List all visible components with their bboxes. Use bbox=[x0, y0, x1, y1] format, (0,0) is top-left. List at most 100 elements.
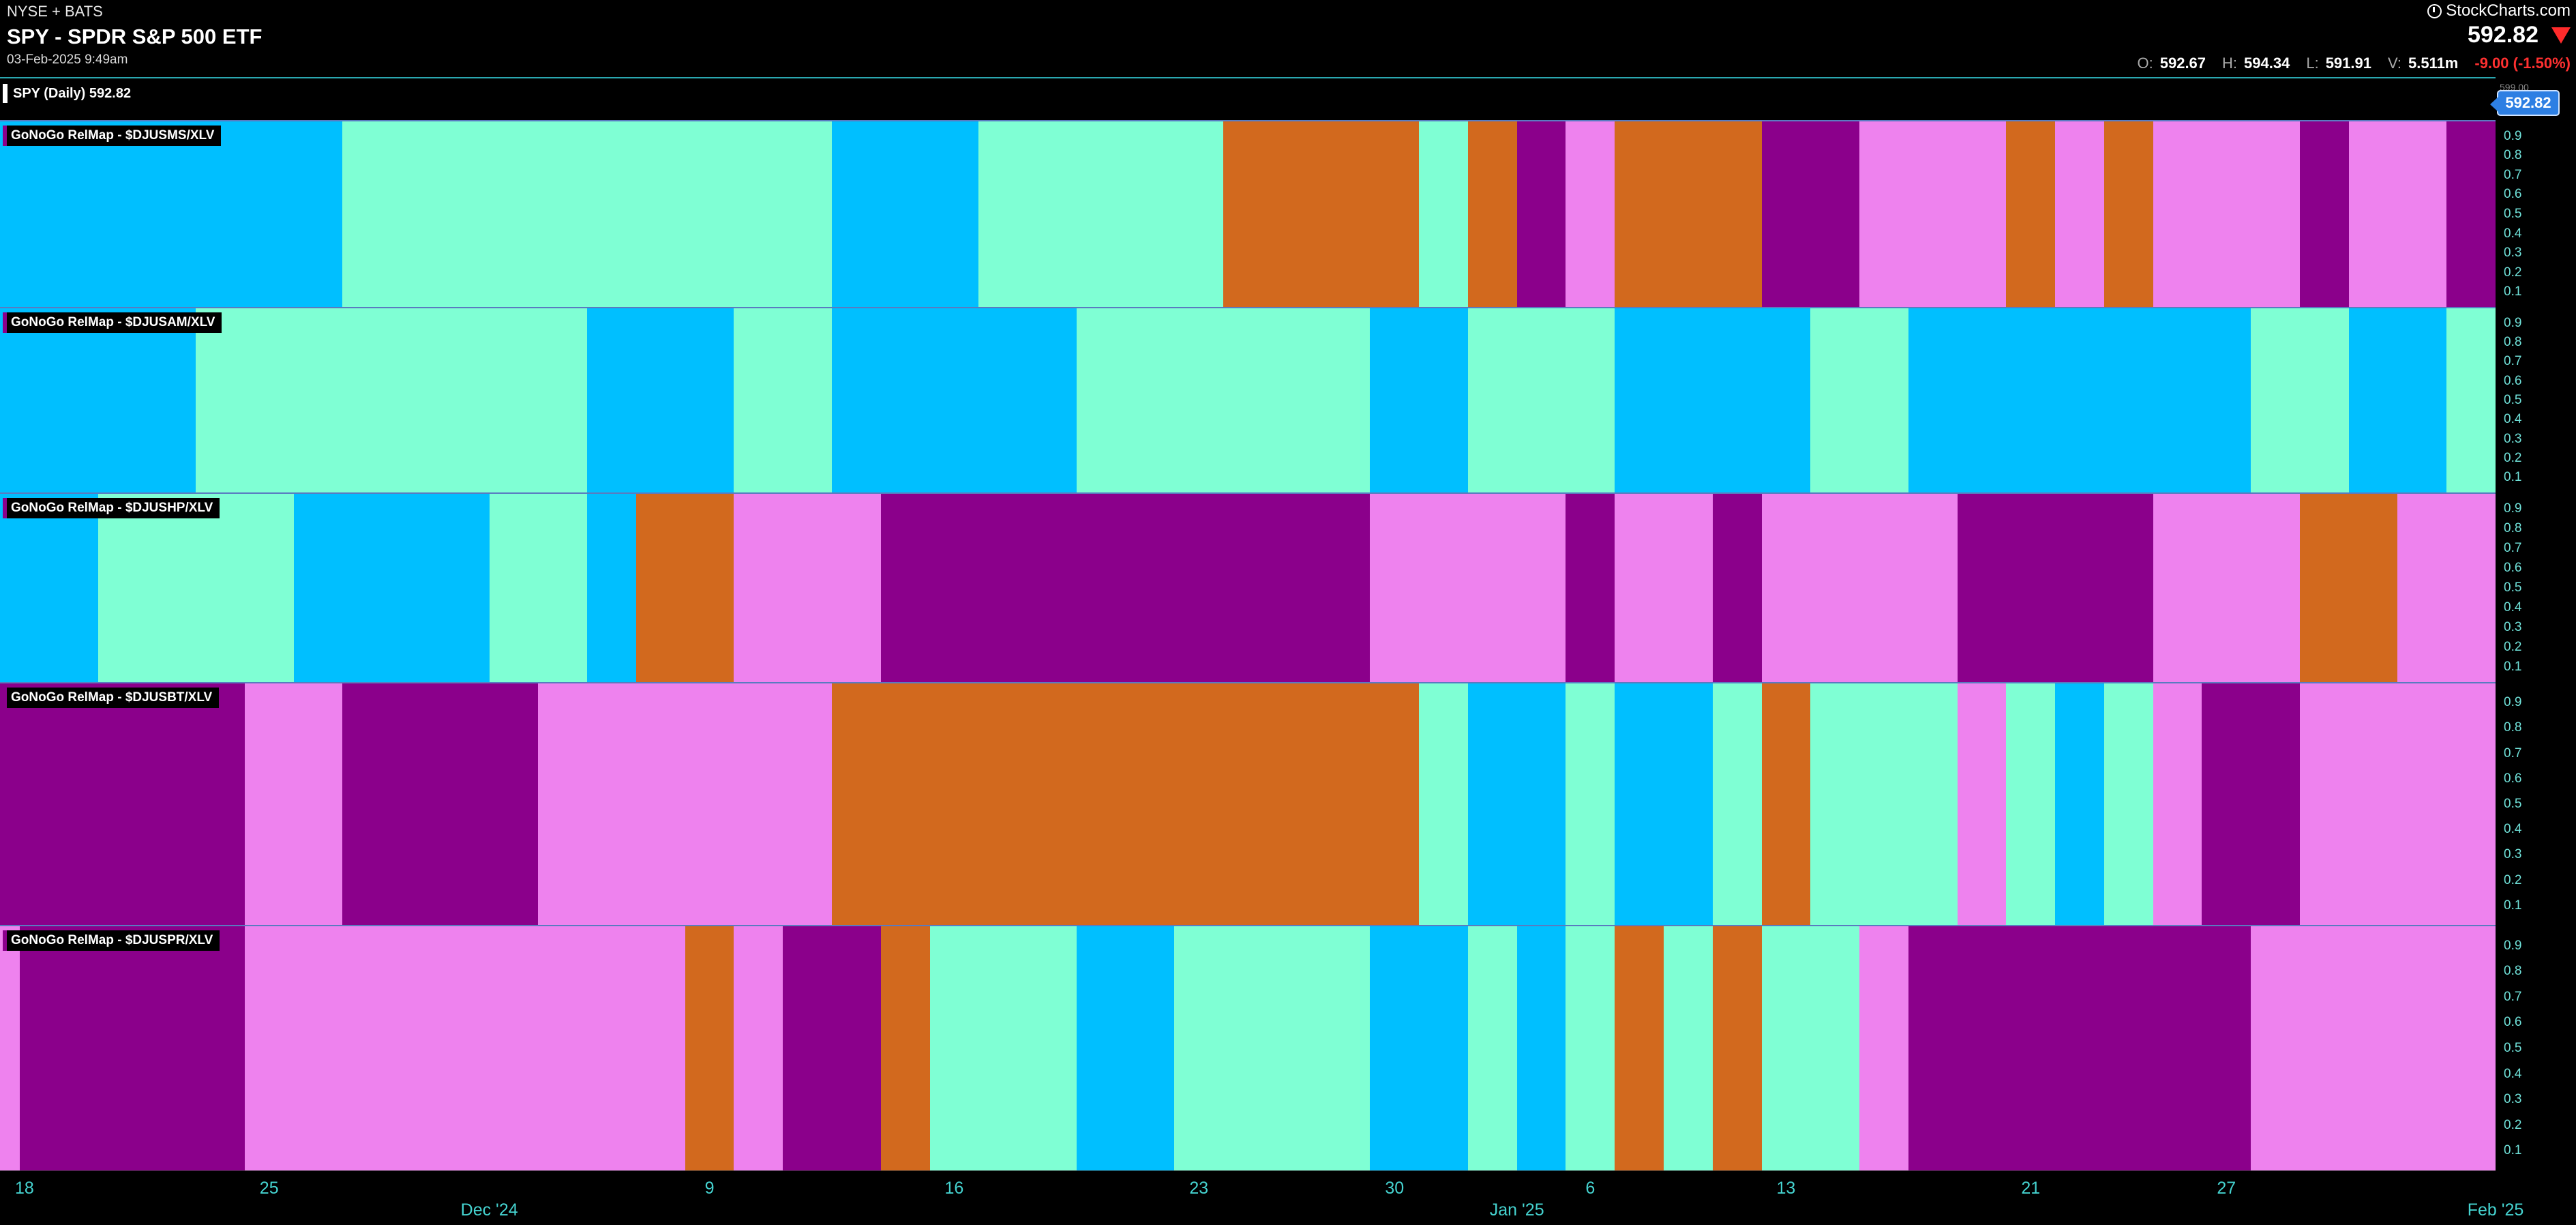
relmap-segment bbox=[734, 494, 882, 682]
relmap-segment bbox=[196, 308, 588, 492]
y-tick-label: 0.1 bbox=[2504, 284, 2522, 299]
relmap-segment bbox=[244, 926, 686, 1170]
relmap-segment bbox=[1664, 926, 1713, 1170]
relmap-segment bbox=[1370, 494, 1567, 682]
y-tick-label: 0.8 bbox=[2504, 720, 2522, 735]
y-tick-label: 0.2 bbox=[2504, 265, 2522, 280]
price-panel-title: SPY (Daily) 592.82 bbox=[13, 85, 132, 101]
relmap-segment bbox=[342, 683, 539, 925]
relmap-segment bbox=[19, 926, 245, 1170]
x-tick-label: 23 bbox=[1189, 1179, 1209, 1198]
x-tick-label: 16 bbox=[944, 1179, 964, 1198]
relmap-segment bbox=[2153, 121, 2301, 307]
y-tick-label: 0.2 bbox=[2504, 1117, 2522, 1132]
y-tick-label: 0.3 bbox=[2504, 619, 2522, 634]
relmap-segment bbox=[635, 494, 735, 682]
x-tick-label: 9 bbox=[704, 1179, 715, 1198]
open-value: 592.67 bbox=[2159, 55, 2206, 72]
relmap-segment bbox=[1859, 121, 2007, 307]
timestamp: 03-Feb-2025 9:49am bbox=[7, 53, 128, 67]
panel-border bbox=[0, 682, 2496, 683]
y-tick-label: 0.7 bbox=[2504, 354, 2522, 369]
relmap-segment bbox=[1516, 121, 1567, 307]
y-tick-label: 0.9 bbox=[2504, 938, 2522, 953]
relmap-panel[interactable] bbox=[0, 926, 2496, 1170]
x-tick-label: 18 bbox=[14, 1179, 34, 1198]
relmap-segment bbox=[1467, 308, 1615, 492]
y-tick-label: 0.4 bbox=[2504, 600, 2522, 615]
relmap-segment bbox=[244, 683, 343, 925]
relmap-segment bbox=[1419, 121, 1469, 307]
x-tick-label: 30 bbox=[1385, 1179, 1405, 1198]
panel-border bbox=[0, 492, 2496, 494]
relmap-segment bbox=[1615, 494, 1713, 682]
relmap-segment bbox=[880, 926, 931, 1170]
y-tick-label: 0.2 bbox=[2504, 872, 2522, 887]
relmap-segment bbox=[685, 926, 735, 1170]
last-price: 592.82 bbox=[2468, 22, 2538, 48]
y-tick-label: 0.7 bbox=[2504, 989, 2522, 1004]
relmap-segment bbox=[1370, 308, 1469, 492]
relmap-segment bbox=[2299, 683, 2496, 925]
relmap-segment bbox=[2103, 121, 2154, 307]
relmap-segment bbox=[2397, 494, 2496, 682]
relmap-segment bbox=[1859, 926, 1909, 1170]
y-tick-label: 0.5 bbox=[2504, 797, 2522, 811]
relmap-segment bbox=[293, 494, 490, 682]
price-panel-label[interactable]: SPY (Daily) 592.82 bbox=[3, 83, 131, 104]
y-tick-label: 0.2 bbox=[2504, 639, 2522, 654]
panel-label[interactable]: GoNoGo RelMap - $DJUSAM/XLV bbox=[3, 312, 222, 333]
relmap-segment bbox=[2348, 308, 2447, 492]
relmap-segment bbox=[587, 308, 735, 492]
relmap-segment bbox=[1810, 683, 1958, 925]
y-tick-label: 0.8 bbox=[2504, 148, 2522, 163]
relmap-segment bbox=[0, 494, 99, 682]
x-month-label: Dec '24 bbox=[460, 1200, 518, 1220]
y-tick-label: 0.4 bbox=[2504, 226, 2522, 241]
volume-label: V: bbox=[2387, 55, 2401, 72]
relmap-segment bbox=[538, 683, 833, 925]
panel-label[interactable]: GoNoGo RelMap - $DJUSBT/XLV bbox=[3, 688, 220, 708]
relmap-panel[interactable] bbox=[0, 683, 2496, 925]
open-label: O: bbox=[2137, 55, 2153, 72]
relmap-segment bbox=[2299, 494, 2399, 682]
brand-logo[interactable]: StockCharts.com bbox=[2427, 1, 2571, 20]
relmap-segment bbox=[1615, 926, 1664, 1170]
relmap-panel[interactable] bbox=[0, 494, 2496, 682]
relmap-segment bbox=[1761, 926, 1860, 1170]
relmap-panel[interactable] bbox=[0, 308, 2496, 492]
panel-label[interactable]: GoNoGo RelMap - $DJUSPR/XLV bbox=[3, 930, 220, 951]
relmap-segment bbox=[587, 494, 637, 682]
relmap-segment bbox=[0, 308, 196, 492]
y-tick-label: 0.6 bbox=[2504, 561, 2522, 576]
y-tick-label: 0.9 bbox=[2504, 501, 2522, 516]
panel-label[interactable]: GoNoGo RelMap - $DJUSHP/XLV bbox=[3, 498, 220, 518]
relmap-segment bbox=[1615, 683, 1713, 925]
y-tick-label: 0.8 bbox=[2504, 334, 2522, 349]
y-tick-label: 0.3 bbox=[2504, 1092, 2522, 1107]
x-axis-line bbox=[0, 1170, 2496, 1171]
relmap-segment bbox=[2055, 683, 2105, 925]
relmap-segment bbox=[734, 926, 783, 1170]
relmap-segment bbox=[1467, 121, 1518, 307]
y-tick-label: 0.4 bbox=[2504, 412, 2522, 427]
relmap-segment bbox=[1419, 683, 1469, 925]
price-tag: 592.82 bbox=[2490, 90, 2560, 116]
x-tick-label: 6 bbox=[1585, 1179, 1596, 1198]
x-tick-label: 25 bbox=[259, 1179, 279, 1198]
y-tick-label: 0.4 bbox=[2504, 1066, 2522, 1081]
y-tick-label: 0.1 bbox=[2504, 470, 2522, 485]
relmap-segment bbox=[98, 494, 295, 682]
relmap-segment bbox=[1712, 494, 1763, 682]
panel-label[interactable]: GoNoGo RelMap - $DJUSMS/XLV bbox=[3, 126, 222, 146]
y-tick-label: 0.2 bbox=[2504, 451, 2522, 466]
relmap-segment bbox=[1223, 121, 1420, 307]
series-marker bbox=[3, 84, 8, 103]
x-tick-label: 21 bbox=[2021, 1179, 2041, 1198]
y-tick-label: 0.1 bbox=[2504, 659, 2522, 674]
relmap-segment bbox=[1076, 308, 1371, 492]
y-tick-label: 0.3 bbox=[2504, 246, 2522, 261]
y-tick-label: 0.6 bbox=[2504, 771, 2522, 786]
relmap-panel[interactable] bbox=[0, 121, 2496, 307]
relmap-segment bbox=[0, 121, 343, 307]
